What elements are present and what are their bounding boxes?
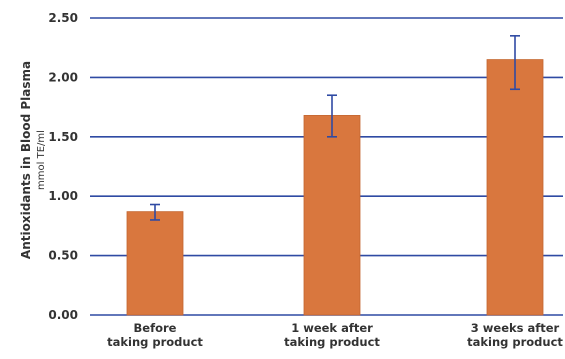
y-tick-label: 1.00 [48, 189, 78, 203]
bar [303, 115, 361, 316]
error-bars [150, 35, 520, 221]
x-category-label: 1 week after [291, 321, 373, 335]
y-axis-unit-label: mmol TE/ml [36, 130, 47, 190]
y-tick-label: 2.50 [48, 11, 78, 25]
x-category-label: 3 weeks after [471, 321, 560, 335]
bars [126, 59, 544, 316]
x-category-label: taking product [284, 335, 380, 349]
y-tick-labels: 0.00 0.50 1.00 1.50 2.00 2.50 [48, 11, 78, 322]
y-tick-label: 2.00 [48, 70, 78, 84]
bar [486, 59, 544, 316]
y-tick-label: 0.00 [48, 308, 78, 322]
y-axis-label: Antioxidants in Blood Plasma [19, 61, 33, 259]
y-tick-label: 1.50 [48, 130, 78, 144]
x-category-label: Before [134, 321, 177, 335]
x-category-label: taking product [107, 335, 203, 349]
x-category-label: taking product [467, 335, 563, 349]
y-axis-label-group: Antioxidants in Blood Plasma mmol TE/ml [19, 61, 47, 259]
y-tick-label: 0.50 [48, 249, 78, 263]
bar [126, 211, 184, 316]
